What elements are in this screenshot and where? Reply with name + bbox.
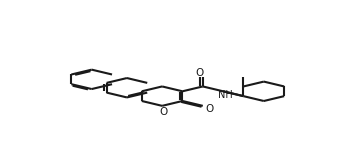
Text: NH: NH (218, 90, 232, 100)
Text: O: O (160, 107, 168, 117)
Text: O: O (196, 68, 204, 78)
Text: O: O (205, 104, 213, 114)
